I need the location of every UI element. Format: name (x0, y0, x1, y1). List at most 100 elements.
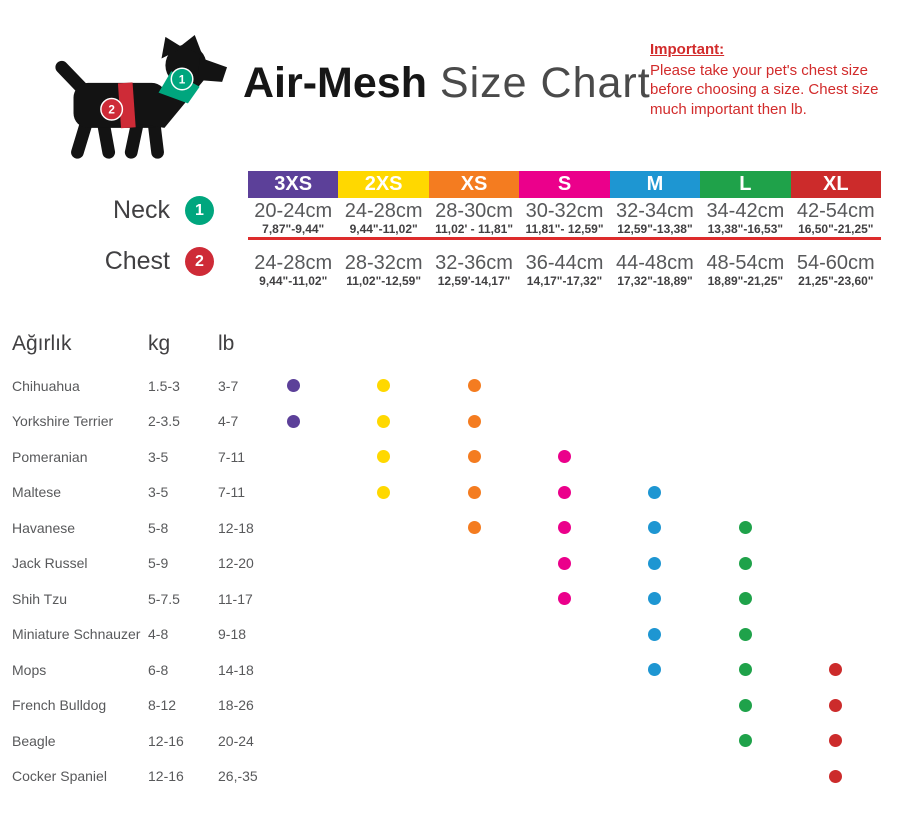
breed-row: Jack Russel 5-9 12-20 (0, 546, 900, 582)
chest-cm: 24-28cm (254, 252, 333, 274)
dot-cell-m (610, 688, 700, 724)
dot-cell-l (700, 439, 790, 475)
neck-cm: 34-42cm (706, 200, 785, 222)
dot-cell-m (610, 368, 700, 404)
dot-cell-s (519, 688, 609, 724)
chest-label: Chest (104, 247, 170, 275)
size-dots (248, 617, 881, 653)
dot-cell-s (519, 759, 609, 795)
dot-cell-xs (429, 581, 519, 617)
chest-cm: 48-54cm (706, 252, 785, 274)
size-dot-m (648, 627, 662, 641)
dot-cell-3xs (248, 475, 338, 511)
dot-cell-l (700, 617, 790, 653)
dot-cell-s (519, 510, 609, 546)
neck-inches: 7,87"-9,44" (262, 222, 325, 236)
dot-cell-m (610, 404, 700, 440)
breed-row: French Bulldog 8-12 18-26 (0, 688, 900, 724)
dot-cell-2xs (338, 759, 428, 795)
neck-label-group: Neck 1 (0, 196, 214, 225)
neck-marker-number: 1 (179, 73, 186, 86)
breed-kg: 12-16 (148, 768, 184, 785)
dot-cell-3xs (248, 652, 338, 688)
dot-cell-2xs (338, 723, 428, 759)
dot-cell-xl (791, 546, 881, 582)
size-dot-l (738, 663, 752, 677)
breed-kg: 3-5 (148, 448, 169, 465)
size-header-xs: XS (428, 171, 520, 198)
dot-cell-xs (429, 439, 519, 475)
chest-inches: 21,25"-23,60" (798, 274, 874, 288)
dot-cell-xl (791, 723, 881, 759)
dot-cell-xs (429, 404, 519, 440)
dot-cell-m (610, 723, 700, 759)
dot-cell-xl (791, 759, 881, 795)
dot-cell-s (519, 723, 609, 759)
dot-cell-3xs (248, 617, 338, 653)
breed-name: Yorkshire Terrier (12, 413, 114, 430)
dot-cell-xl (791, 688, 881, 724)
dot-cell-m (610, 475, 700, 511)
neck-measure-2xs: 24-28cm 9,44"-11,02" (338, 200, 428, 236)
size-dot-s (557, 556, 571, 570)
dot-cell-s (519, 439, 609, 475)
chest-cm: 28-32cm (344, 252, 423, 274)
chest-inches: 9,44"-11,02" (259, 274, 328, 288)
breed-name: French Bulldog (12, 697, 107, 714)
dot-cell-2xs (338, 581, 428, 617)
breed-lb: 14-18 (218, 661, 254, 678)
dot-cell-xl (791, 475, 881, 511)
breed-row-text: Shih Tzu 5-7.5 11-17 (0, 581, 288, 617)
breed-row: Mops 6-8 14-18 (0, 652, 900, 688)
breed-lb: 26,-35 (218, 768, 258, 785)
size-dots (248, 759, 881, 795)
breed-kg: 8-12 (148, 697, 177, 714)
breed-name: Havanese (12, 519, 76, 536)
neck-marker-badge (170, 67, 194, 91)
chest-measure-xl: 54-60cm 21,25"-23,60" (791, 252, 881, 288)
size-dot-xs (467, 414, 481, 428)
chest-marker-number: 2 (108, 104, 115, 117)
breed-row: Beagle 12-16 20-24 (0, 723, 900, 759)
breed-name: Pomeranian (12, 448, 88, 465)
kg-column-header: kg (148, 332, 171, 355)
neck-measure-m: 32-34cm 12,59"-13,38" (610, 200, 700, 236)
chest-band (117, 82, 136, 129)
breed-kg: 1.5-3 (148, 377, 180, 394)
important-body: Please take your pet's chest size before… (650, 62, 879, 118)
dot-cell-s (519, 652, 609, 688)
dot-cell-l (700, 759, 790, 795)
breed-kg: 5-7.5 (148, 590, 180, 607)
dot-cell-l (700, 510, 790, 546)
dot-cell-xs (429, 546, 519, 582)
neck-cm: 30-32cm (525, 200, 604, 222)
size-dots (248, 475, 881, 511)
breed-row-text: Pomeranian 3-5 7-11 (0, 439, 288, 475)
breed-name: Beagle (12, 732, 56, 749)
dot-cell-2xs (338, 652, 428, 688)
size-dot-2xs (377, 450, 391, 464)
dot-cell-3xs (248, 546, 338, 582)
neck-marker: 1 (185, 196, 214, 225)
size-dots (248, 723, 881, 759)
neck-measure-xs: 28-30cm 11,02' - 11,81" (429, 200, 519, 236)
dot-cell-3xs (248, 510, 338, 546)
dot-cell-s (519, 368, 609, 404)
chest-measure-3xs: 24-28cm 9,44"-11,02" (248, 252, 338, 288)
breed-name: Cocker Spaniel (12, 768, 107, 785)
dot-cell-2xs (338, 546, 428, 582)
breed-kg: 5-8 (148, 519, 169, 536)
dot-cell-l (700, 475, 790, 511)
size-header-2xs: 2XS (338, 171, 429, 198)
neck-inches: 9,44"-11,02" (349, 222, 418, 236)
size-dot-l (738, 734, 752, 748)
dot-cell-s (519, 617, 609, 653)
size-dot-m (648, 556, 662, 570)
neck-measure-xl: 42-54cm 16,50"-21,25" (791, 200, 881, 236)
breed-lb: 4-7 (218, 413, 239, 430)
dot-cell-xs (429, 723, 519, 759)
size-dots (248, 404, 881, 440)
neck-cm: 42-54cm (796, 200, 875, 222)
size-dot-2xs (377, 414, 391, 428)
size-dot-xl (829, 769, 843, 783)
